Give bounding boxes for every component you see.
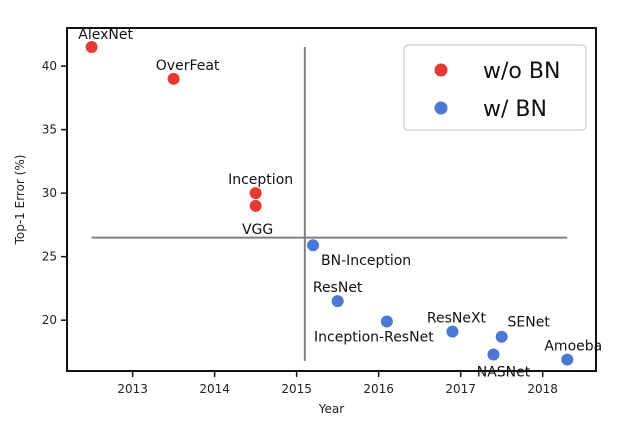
- data-point: [331, 295, 344, 308]
- x-tick-label: 2017: [445, 382, 476, 396]
- x-tick-label: 2016: [363, 382, 394, 396]
- legend-box: [403, 44, 587, 131]
- y-axis-title: Top-1 Error (%): [13, 155, 27, 246]
- plot-frame: [66, 27, 597, 372]
- legend-label: w/ BN: [483, 97, 547, 122]
- y-tick-label: 25: [42, 250, 57, 264]
- legend-marker: [434, 101, 448, 115]
- x-axis: 2013 2014 2015 2016 2017 2018: [117, 371, 558, 396]
- legend-marker: [434, 63, 448, 77]
- y-tick-label: 30: [42, 186, 57, 200]
- point-label: OverFeat: [156, 58, 220, 74]
- data-point: [487, 348, 500, 361]
- data-point: [85, 41, 98, 54]
- point-label: AlexNet: [78, 27, 133, 43]
- y-tick-label: 20: [42, 313, 57, 327]
- point-label: SENet: [508, 315, 551, 331]
- x-tick-label: 2015: [281, 382, 312, 396]
- point-label: ResNet: [313, 280, 363, 296]
- data-point: [249, 187, 262, 200]
- legend-label: w/o BN: [483, 59, 560, 84]
- data-point: [380, 315, 393, 328]
- x-tick-label: 2018: [527, 382, 558, 396]
- point-label: VGG: [242, 222, 273, 238]
- data-points: [85, 41, 574, 366]
- reference-lines: [91, 47, 568, 361]
- data-point: [561, 353, 574, 366]
- point-labels: AlexNet OverFeat Inception VGG BN-Inception R…: [78, 27, 602, 380]
- y-tick-label: 35: [42, 123, 57, 137]
- data-point: [249, 199, 262, 212]
- point-label: BN-Inception: [321, 253, 411, 269]
- y-tick-label: 40: [42, 59, 57, 73]
- point-label: NASNet: [477, 364, 531, 380]
- legend: w/o BN w/ BN: [403, 44, 587, 131]
- x-axis-title: Year: [318, 402, 344, 416]
- data-point: [495, 330, 508, 343]
- data-point: [446, 325, 459, 338]
- point-label: Amoeba: [544, 339, 602, 355]
- data-point: [167, 72, 180, 85]
- x-tick-label: 2013: [117, 382, 148, 396]
- point-label: Inception-ResNet: [314, 329, 434, 345]
- point-label: ResNeXt: [427, 311, 487, 327]
- data-point: [307, 239, 320, 252]
- x-tick-label: 2014: [199, 382, 230, 396]
- y-axis: 20 25 30 35 40: [42, 59, 67, 327]
- point-label: Inception: [228, 172, 293, 188]
